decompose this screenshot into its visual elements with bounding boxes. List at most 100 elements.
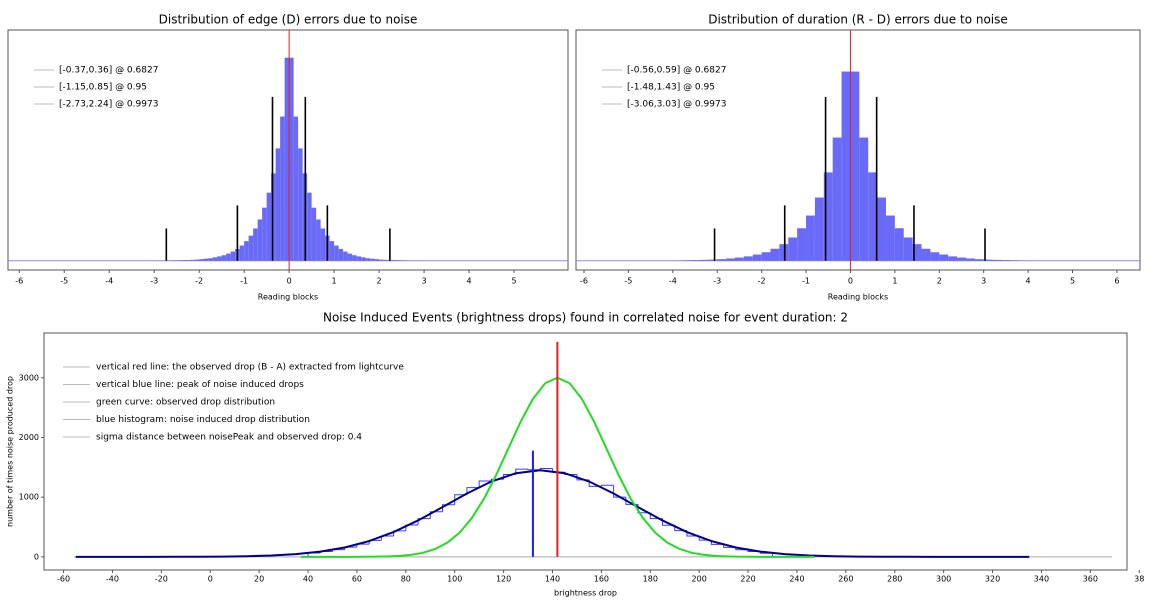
histogram-bar [311,207,317,261]
histogram-bar [226,253,231,261]
x-tick-label: 260 [838,575,853,584]
x-tick-label: 120 [496,575,511,584]
histogram-bar [190,259,195,261]
x-tick-label: -6 [580,277,588,286]
chart-title: Noise Induced Events (brightness drops) … [323,311,848,325]
x-tick-label: -6 [15,277,23,286]
x-tick-label: 0 [848,277,853,286]
histogram-bar [271,173,276,261]
y-tick-label: 2000 [19,433,39,442]
histogram-bar [930,252,940,261]
legend-label: vertical red line: the observed drop (B … [96,363,404,373]
curve [75,469,1030,558]
histogram-bar [939,254,949,261]
histogram-bar [365,258,371,261]
histogram-step [527,469,541,471]
x-tick-label: -20 [155,575,168,584]
x-tick-label: 340 [1034,575,1049,584]
x-tick-label: 3 [422,277,427,286]
x-tick-label: -3 [150,277,158,286]
histogram-bar [370,258,375,261]
x-tick-label: 240 [789,575,804,584]
legend-label: [-0.37,0.36] @ 0.6827 [59,66,158,76]
histogram-bar [392,260,398,261]
histogram-bar [841,71,851,261]
legend-label: [-2.73,2.24] @ 0.9973 [59,100,158,110]
histogram-step [478,480,492,488]
histogram-bar [832,137,842,261]
histogram-bar [298,148,303,261]
x-tick-label: 360 [1083,575,1098,584]
histogram-bar [194,259,200,261]
histogram-bar [814,197,824,261]
histogram-bar [329,241,335,261]
histogram-bar [352,255,357,261]
histogram-bar [974,259,984,261]
x-tick-label: 5 [1070,277,1075,286]
histogram-bar [217,256,222,261]
histogram-bar [912,244,922,261]
histogram-bar [212,257,218,261]
histogram-bar [221,255,227,261]
x-tick-label: 100 [447,575,462,584]
histogram-bar [199,259,204,261]
histogram-bar [806,215,815,261]
histogram-step [417,518,431,525]
histogram-bar [983,259,993,261]
histogram-bar [257,219,263,261]
histogram-bar [361,257,366,261]
legend-label: blue histogram: noise induced drop distr… [96,415,310,425]
histogram-bar [885,215,895,261]
histogram-bar [859,137,869,261]
histogram-bar [248,235,254,261]
histogram-bar [894,228,904,261]
histogram-bar [850,71,860,261]
x-axis-label: Reading blocks [828,293,888,302]
histogram-bar [734,257,744,261]
histogram-bar [307,192,312,261]
x-tick-label: -60 [57,575,70,584]
histogram-bar [244,241,249,261]
x-tick-label: 220 [740,575,755,584]
legend-label: vertical blue line: peak of noise induce… [96,380,304,390]
histogram-bar [379,259,384,261]
x-tick-label: 280 [887,575,902,584]
x-tick-label: -40 [106,575,119,584]
histogram-bar [181,260,186,261]
histogram-bar [921,248,931,261]
y-tick-label: 3000 [19,373,39,382]
x-tick-label: -5 [60,277,68,286]
histogram-bar [797,228,807,261]
x-tick-label: -5 [624,277,632,286]
x-tick-label: 2 [937,277,942,286]
x-tick-label: 0 [287,277,292,286]
histogram-bar [284,57,290,261]
y-tick-label: 1000 [19,493,39,502]
x-tick-label: -4 [105,277,113,286]
histogram-bar [266,192,272,261]
histogram-bar [708,259,718,261]
histogram-bar [208,258,213,261]
histogram-step [441,504,455,512]
histogram-bar [823,172,833,261]
histogram-bar [992,259,1002,261]
histogram-bar [699,259,709,261]
histogram-bar [948,256,958,261]
x-tick-label: 6 [1114,277,1119,286]
legend-label: [-1.48,1.43] @ 0.95 [627,83,715,93]
x-tick-label: 60 [352,575,362,584]
legend-label: green curve: observed drop distribution [96,398,275,408]
histogram-bar [334,245,339,261]
histogram-bar [743,256,753,261]
histogram-bar [275,148,281,261]
histogram-bar [903,237,913,261]
x-tick-label: 4 [1026,277,1031,286]
x-tick-label: 160 [594,575,609,584]
histogram-bar [253,228,258,261]
histogram-bar [203,258,209,261]
x-tick-label: 200 [692,575,707,584]
x-tick-label: -1 [802,277,810,286]
x-tick-label: 80 [401,575,411,584]
